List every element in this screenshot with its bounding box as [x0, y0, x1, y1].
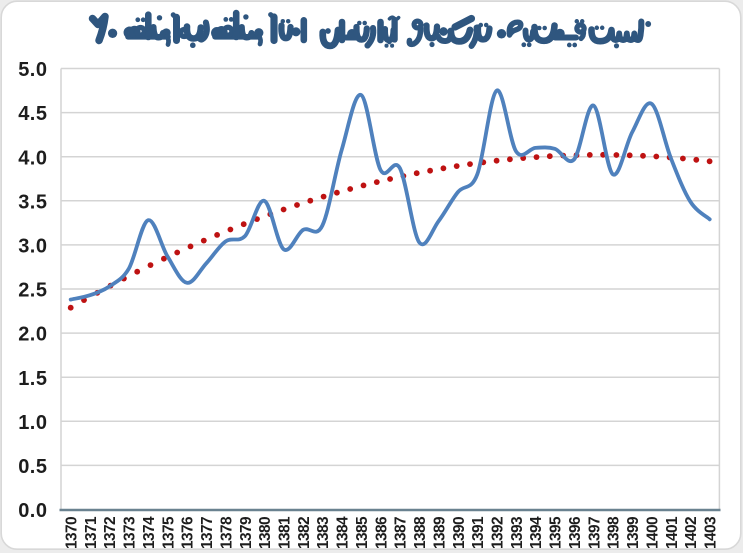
svg-text:1383: 1383	[315, 516, 332, 549]
svg-text:1395: 1395	[548, 516, 565, 549]
svg-text:1.5: 1.5	[18, 368, 47, 390]
svg-text:1393: 1393	[509, 516, 526, 549]
svg-text:1397: 1397	[586, 517, 603, 549]
svg-text:1374: 1374	[141, 516, 158, 549]
svg-text:4.0: 4.0	[18, 147, 47, 169]
svg-text:1380: 1380	[257, 517, 274, 549]
svg-text:1385: 1385	[354, 516, 371, 549]
svg-text:3.5: 3.5	[18, 191, 47, 213]
svg-text:1371: 1371	[83, 516, 100, 549]
svg-text:1381: 1381	[277, 516, 294, 549]
svg-text:2.5: 2.5	[18, 280, 47, 302]
svg-text:1388: 1388	[412, 516, 429, 549]
svg-text:1372: 1372	[102, 517, 119, 549]
svg-text:1.0: 1.0	[18, 412, 47, 434]
svg-text:1391: 1391	[470, 516, 487, 549]
svg-text:1373: 1373	[122, 516, 139, 549]
svg-text:5.0: 5.0	[18, 59, 47, 81]
svg-text:1376: 1376	[180, 516, 197, 549]
svg-text:0.0: 0.0	[18, 500, 47, 522]
svg-text:4.5: 4.5	[18, 103, 47, 125]
svg-text:1370: 1370	[64, 517, 81, 549]
svg-text:1386: 1386	[373, 516, 390, 549]
svg-text:1394: 1394	[528, 516, 545, 549]
svg-text:1402: 1402	[683, 517, 700, 549]
svg-text:1401: 1401	[664, 516, 681, 549]
svg-text:1384: 1384	[335, 516, 352, 549]
svg-text:1378: 1378	[218, 516, 235, 549]
svg-text:1375: 1375	[160, 516, 177, 549]
svg-text:1379: 1379	[238, 516, 255, 549]
svg-text:1403: 1403	[703, 516, 720, 549]
svg-text:1390: 1390	[451, 517, 468, 549]
svg-text:3.0: 3.0	[18, 236, 47, 258]
svg-text:2.0: 2.0	[18, 324, 47, 346]
svg-text:1377: 1377	[199, 517, 216, 549]
svg-text:1400: 1400	[644, 517, 661, 549]
svg-text:1396: 1396	[567, 516, 584, 549]
svg-text:1398: 1398	[606, 516, 623, 549]
svg-text:1392: 1392	[490, 517, 507, 549]
svg-text:0.5: 0.5	[18, 456, 47, 478]
svg-text:1389: 1389	[431, 516, 448, 549]
svg-text:1382: 1382	[296, 517, 313, 549]
svg-text:1387: 1387	[393, 517, 410, 549]
svg-text:1399: 1399	[625, 516, 642, 549]
